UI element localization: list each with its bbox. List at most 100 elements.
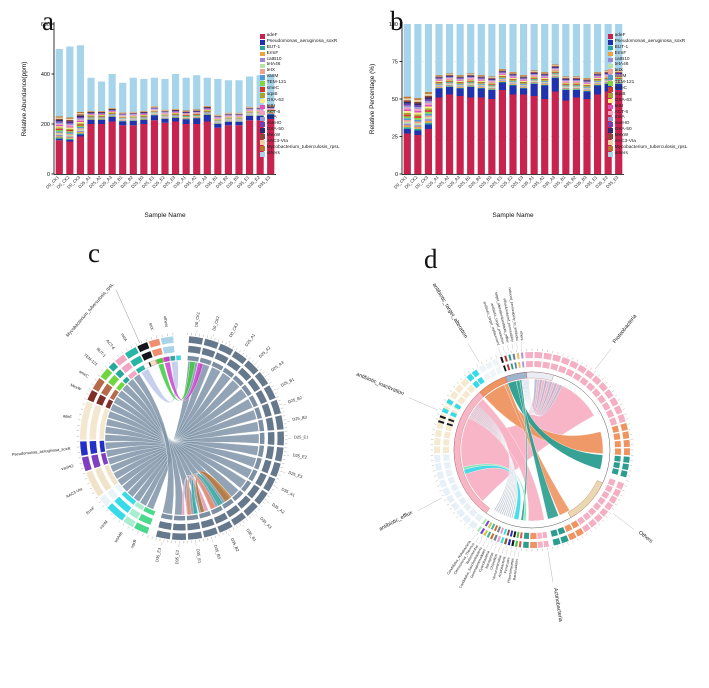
legend-label: ACT-6 (614, 109, 629, 115)
bar-segment-TEM-121 (414, 117, 422, 120)
tick (279, 470, 283, 472)
legend-swatch (608, 146, 613, 151)
bar-segment-OXA-50 (76, 115, 85, 117)
bar-segment-tetX (615, 80, 623, 81)
y-axis-title: Relative Percentage (%) (369, 64, 376, 134)
bar-segment-tetA46 (245, 113, 254, 115)
bar-segment-Mycobacterium_tuberculosis_rpsL (530, 70, 538, 72)
bar-segment-tetU (530, 75, 538, 77)
bar-segment-vanM (467, 82, 475, 84)
tick (282, 415, 286, 417)
tick (232, 527, 235, 530)
bar-segment-AAC3-VIa (108, 108, 116, 109)
chord-ribbon (476, 404, 511, 511)
legend-label: others (614, 150, 628, 156)
bar-segment-vanHO (541, 75, 549, 76)
tick (460, 378, 463, 381)
outer-arc (623, 439, 630, 447)
sample-arc (275, 415, 284, 430)
circos-label: D25_E1 (294, 435, 309, 440)
bar-segment-Mycobacterium_tuberculosis_rpsL (87, 111, 95, 112)
bar-segment-tetX (161, 116, 169, 117)
bar-segment-vanHO (66, 122, 74, 124)
bar-segment-smeC (615, 78, 623, 79)
inner-arc (248, 395, 258, 408)
tick (274, 392, 278, 394)
bar-segment-adeF (129, 125, 137, 174)
bar-segment-MexW (171, 110, 180, 111)
bar-segment-ACT-6 (445, 78, 454, 79)
inner-ring (453, 371, 603, 518)
legend-item-catB10: catB10 (608, 57, 687, 63)
bar-segment-oqxB (97, 115, 106, 116)
circos-label: vanM (98, 519, 108, 530)
tick (605, 516, 608, 519)
bar-segment-smeC (245, 111, 254, 113)
legend-item-OXA-63: OXA-63 (608, 98, 687, 104)
bar-segment-tetX (509, 81, 517, 83)
bar-segment-AAC3-VIa (583, 78, 591, 80)
tick (495, 542, 497, 545)
bar-segment-tetU (193, 113, 201, 114)
outer-arc (493, 534, 498, 541)
circos-mechanism-phylum-chord: ProteobacteriaOthersActinobacteriaantibi… (355, 282, 654, 622)
outer-arc (434, 446, 441, 454)
bar-segment-TEM-121 (150, 111, 159, 113)
bar-segment-smeC (456, 82, 464, 84)
bar-segment-rmtA (108, 110, 116, 111)
legend-label: tetU (266, 103, 276, 109)
bar-segment-ACT-6 (498, 73, 507, 75)
bar-segment-tetA46 (519, 85, 528, 87)
bar-segment-OXA-63 (445, 79, 454, 81)
legend-swatch (260, 116, 265, 122)
inner-arc-gene (127, 370, 138, 380)
tick (581, 362, 583, 365)
bar-segment-tetX (488, 86, 496, 87)
bar-segment-tetX (97, 117, 106, 118)
circos-label: vanHO (61, 463, 74, 471)
bar-segment-vanM (509, 81, 517, 82)
bar-segment-ACT-6 (224, 115, 233, 117)
tick (472, 530, 474, 533)
bar-segment-oqxB (456, 81, 464, 83)
bar-segment-smeC (214, 119, 222, 121)
bar-segment-OXA-50 (87, 112, 95, 113)
sample-arc (247, 378, 261, 392)
bar-segment-tetA46 (583, 88, 591, 90)
outer-arc (443, 446, 450, 454)
outer-arc (516, 352, 520, 360)
bar-segment-tetX (224, 119, 233, 120)
bar-segment-MexW (76, 114, 85, 116)
tick (127, 526, 130, 529)
bar-segment-adeF (509, 94, 517, 174)
bar-segment-vanHO (551, 67, 559, 69)
bar-segment-others (509, 24, 517, 72)
legend-swatch (260, 69, 265, 75)
outer-arc (613, 433, 621, 441)
circos-label: others (163, 316, 170, 328)
tick (510, 546, 512, 550)
bar-segment-vanM (403, 118, 411, 120)
leader-line (267, 373, 270, 376)
legend-label: adeF (614, 33, 626, 38)
outer-arc (503, 528, 508, 535)
bar-segment-MexW (55, 118, 63, 120)
bar-segment-others (530, 24, 538, 71)
bar-segment-MexW (615, 72, 623, 73)
tick (218, 339, 220, 342)
outer-arc (622, 431, 630, 439)
bar-segment-OXA-50 (519, 77, 528, 78)
bar-segment-tetU (403, 109, 411, 111)
bar-segment-tetU (171, 112, 180, 113)
bar-segment-tetA46 (267, 112, 275, 113)
bar-segment-Pseudomonas_aeruginosa_soxR (488, 90, 496, 99)
tick (505, 545, 507, 549)
outer-arc (520, 352, 524, 359)
bar-segment-ErmF (572, 88, 581, 90)
legend-percentage: adeF Pseudomonas_aeruginosa_soxR BUT-1 ErmF… (608, 33, 687, 157)
bar-segment-OXA-50 (424, 97, 433, 100)
circos-label: Firmicutes (503, 557, 510, 574)
bar-segment-smeC (171, 114, 180, 115)
outer-arc (487, 522, 493, 529)
bar-segment-OXA-63 (424, 106, 433, 109)
